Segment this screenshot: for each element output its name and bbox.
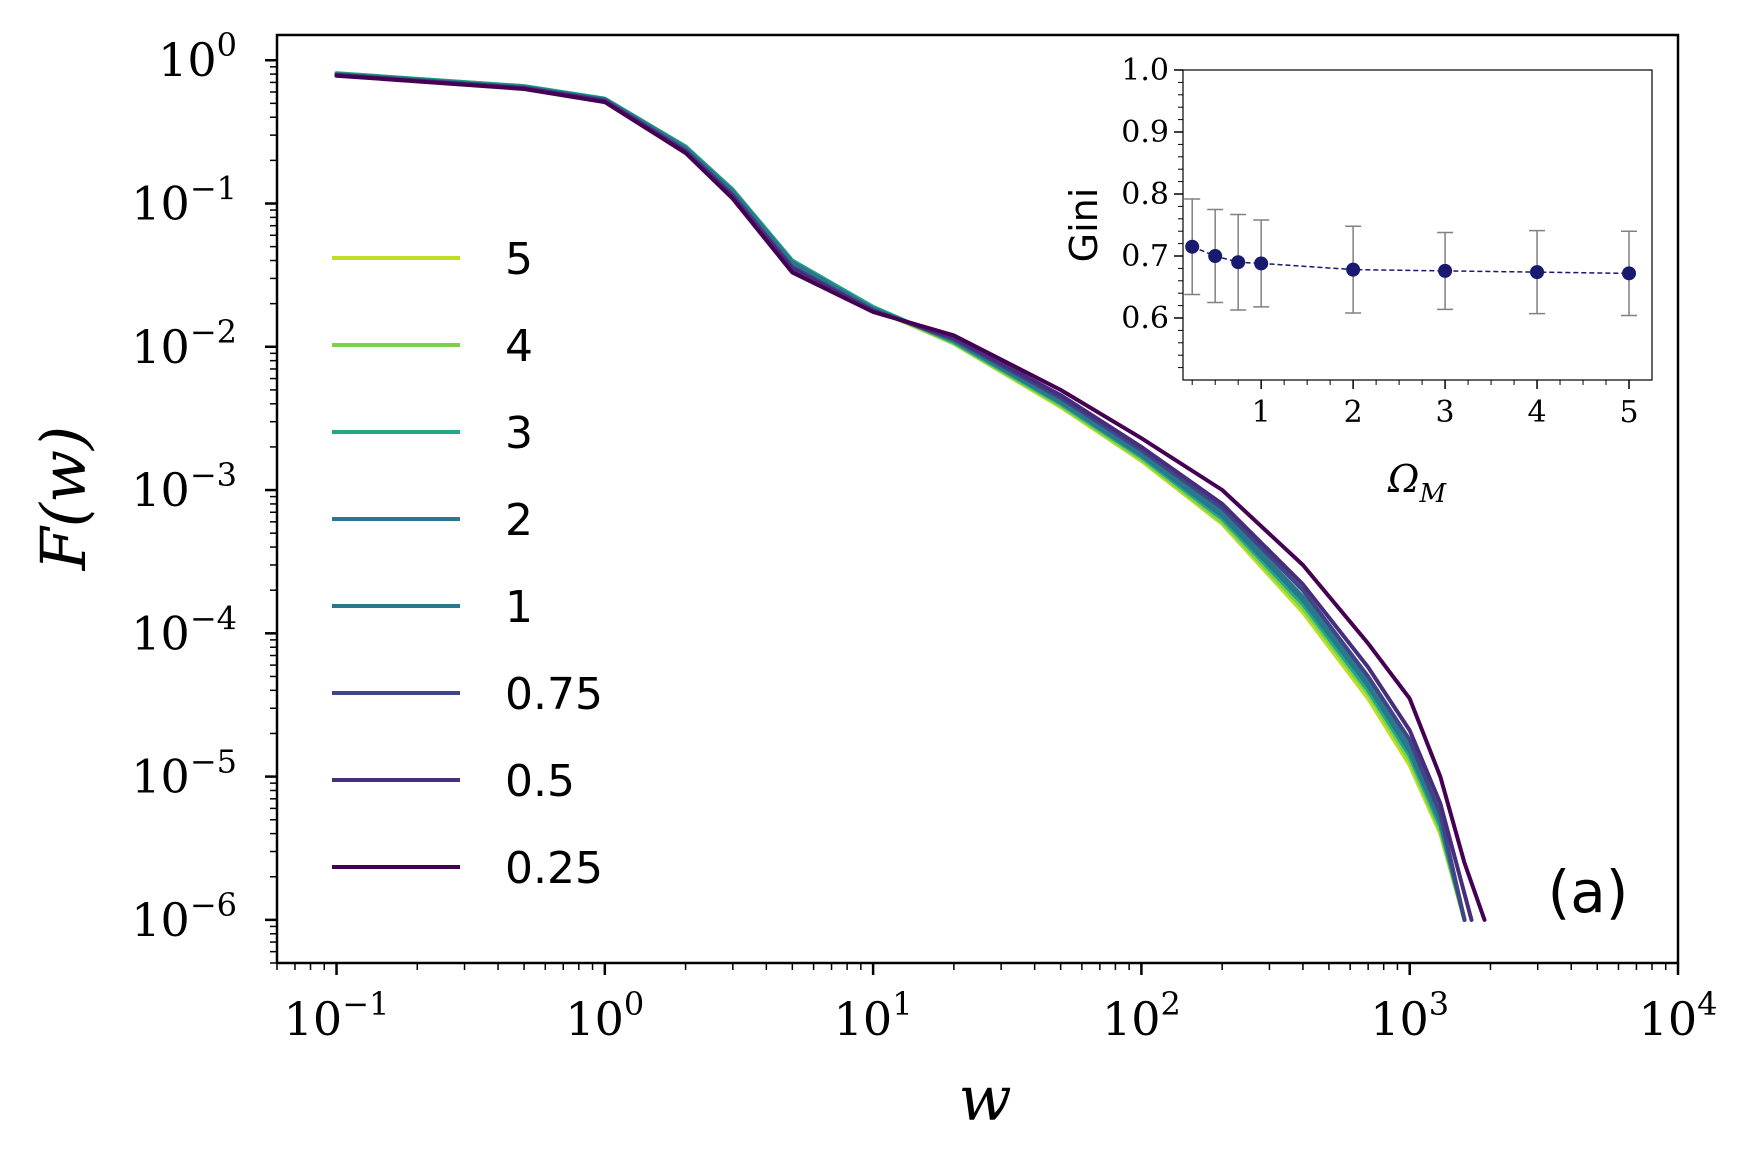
y-tick-exponent: −4: [190, 599, 237, 637]
inset-point: [1231, 255, 1246, 270]
inset-ticks-group: 1 2 3 4 5 0.6 0.7 0.8 0.9 1.0: [1121, 53, 1638, 430]
inset-x-axis-label: ΩM: [1387, 457, 1448, 509]
inset-plot-frame: [1182, 69, 1653, 381]
y-tick-exponent: −6: [190, 886, 237, 924]
x-tick-exponent: 0: [624, 985, 644, 1023]
x-tick-label: 104: [1639, 985, 1718, 1046]
legend-label: 2: [505, 495, 533, 546]
legend-label: 0.25: [505, 843, 603, 894]
main-y-axis-label: F(w): [27, 426, 100, 571]
inset-point: [1346, 262, 1361, 277]
x-tick-exponent: 3: [1429, 985, 1449, 1023]
y-tick-label: 10−2: [131, 313, 237, 374]
x-tick-label: 103: [1370, 985, 1449, 1046]
inset-y-tick-label: 0.6: [1121, 301, 1169, 336]
y-tick-base: 10: [158, 33, 217, 87]
inset-x-axis-label-main: Ω: [1387, 457, 1420, 501]
x-tick-base: 10: [834, 992, 893, 1046]
y-tick-label: 10−5: [131, 743, 237, 804]
legend-label: 5: [505, 234, 533, 285]
y-tick-base: 10: [131, 320, 190, 374]
legend-label: 3: [505, 408, 533, 459]
y-tick-base: 10: [131, 893, 190, 947]
inset-point: [1208, 249, 1223, 263]
x-tick-exponent: 4: [1697, 985, 1717, 1023]
inset-point: [1438, 263, 1453, 278]
y-tick-label: 10−3: [131, 456, 237, 517]
legend-label: 4: [505, 321, 533, 372]
x-tick-exponent: −1: [342, 985, 389, 1023]
inset-y-tick-label: 0.9: [1121, 115, 1169, 150]
x-tick-base: 10: [1639, 992, 1698, 1046]
y-tick-exponent: −3: [190, 456, 237, 494]
x-tick-exponent: 1: [892, 985, 912, 1023]
y-tick-exponent: 0: [217, 26, 237, 64]
legend-label: 1: [505, 582, 533, 633]
x-tick-base: 10: [284, 992, 343, 1046]
y-tick-label: 10−4: [131, 599, 237, 660]
main-series-group: [334, 71, 1487, 922]
inset-y-axis-label: Gini: [1062, 188, 1106, 263]
inset-x-tick-label: 5: [1619, 395, 1638, 430]
legend-label: 0.5: [505, 756, 575, 807]
x-tick-label: 100: [565, 985, 644, 1046]
main-ticks-group: 10−1 100 101 102 103 10410010−110−210−310−410…: [131, 26, 1717, 1046]
inset-x-tick-label: 1: [1252, 395, 1271, 430]
legend: 5 4 3 2 1 0.75 0.5 0.25: [332, 234, 603, 894]
x-tick-base: 10: [1370, 992, 1429, 1046]
y-tick-base: 10: [131, 750, 190, 804]
inset-y-tick-label: 0.7: [1121, 239, 1169, 274]
y-tick-exponent: −5: [190, 743, 237, 781]
x-tick-label: 102: [1102, 985, 1181, 1046]
inset-point: [1185, 239, 1200, 254]
inset-point: [1622, 266, 1637, 281]
y-tick-label: 10−1: [131, 170, 237, 231]
series-line-7: [334, 73, 1487, 922]
x-tick-base: 10: [565, 992, 624, 1046]
y-tick-base: 10: [131, 463, 190, 517]
inset-x-axis-label-sub: M: [1418, 479, 1447, 509]
inset-y-tick-label: 0.8: [1121, 177, 1169, 212]
y-tick-label: 10−6: [131, 886, 237, 947]
panel-label: (a): [1548, 858, 1629, 926]
main-x-axis-label: w: [958, 1062, 1011, 1135]
inset-point: [1254, 256, 1269, 271]
legend-label: 0.75: [505, 669, 603, 720]
inset-x-tick-label: 2: [1344, 395, 1363, 430]
y-tick-exponent: −2: [190, 313, 237, 351]
x-tick-label: 101: [834, 985, 913, 1046]
inset-background: [1183, 70, 1652, 380]
x-tick-exponent: 2: [1161, 985, 1181, 1023]
y-tick-base: 10: [131, 606, 190, 660]
inset-series-group: [1184, 198, 1638, 317]
main-plot-frame: [275, 33, 1680, 965]
inset-point: [1530, 265, 1545, 280]
inset-x-tick-label: 3: [1436, 395, 1455, 430]
inset-x-tick-label: 4: [1528, 395, 1547, 430]
y-tick-exponent: −1: [190, 170, 237, 208]
y-tick-base: 10: [131, 177, 190, 231]
x-tick-label: 10−1: [284, 985, 390, 1046]
y-tick-label: 100: [158, 26, 237, 87]
inset-y-tick-label: 1.0: [1121, 53, 1169, 88]
x-tick-base: 10: [1102, 992, 1161, 1046]
